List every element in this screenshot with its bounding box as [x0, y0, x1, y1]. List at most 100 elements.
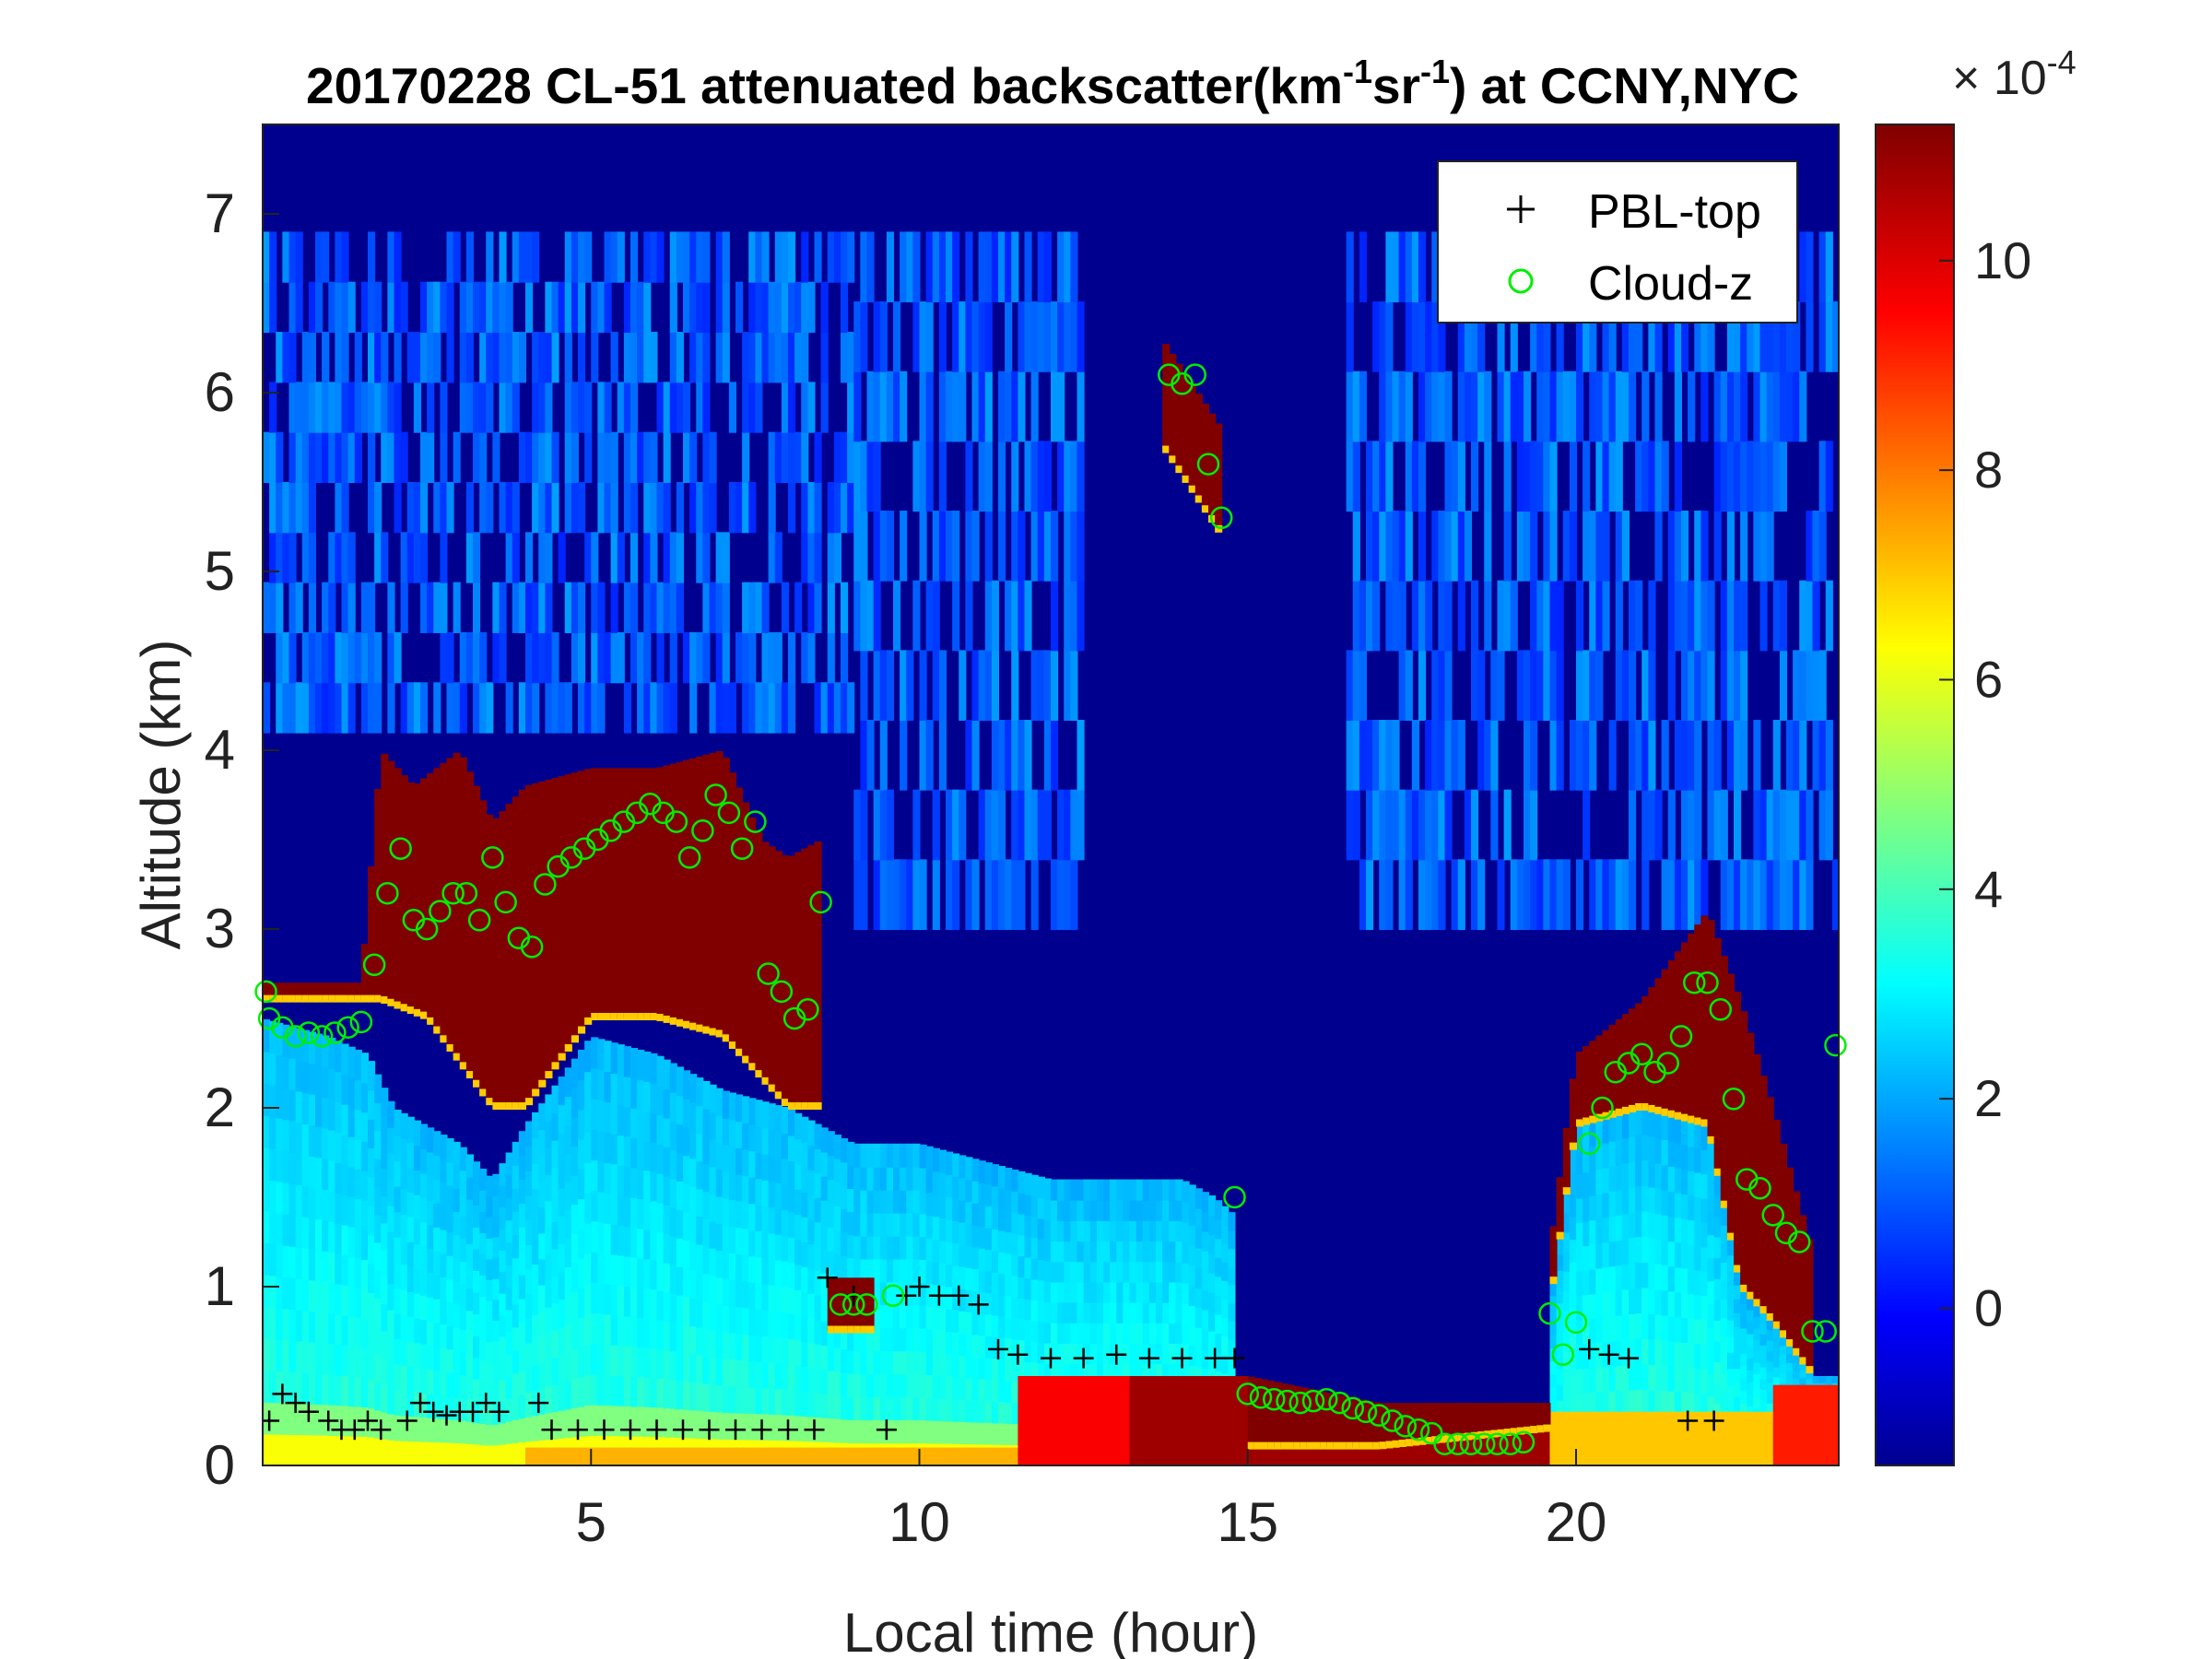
x-tick-label: 5 [576, 1491, 606, 1553]
heatmap-cell [564, 1323, 572, 1353]
heatmap-cell [932, 1306, 940, 1331]
heatmap-cell [1759, 859, 1768, 930]
heatmap-cell [1608, 301, 1617, 372]
evening-cloud-cell [1674, 951, 1682, 1118]
heatmap-cell [1654, 1313, 1663, 1341]
heatmap-cell [715, 1303, 724, 1332]
heatmap-cell [1674, 371, 1682, 442]
cloud-z-point [284, 1025, 307, 1048]
heatmap-cell [1070, 231, 1078, 303]
heatmap-cell [545, 482, 553, 534]
pbl-top-point [725, 1419, 746, 1441]
heatmap-cell [433, 281, 441, 334]
heatmap-cell [413, 482, 421, 534]
heatmap-cell [1057, 789, 1065, 861]
heatmap-cell [387, 431, 395, 483]
heatmap-cell [578, 1257, 586, 1288]
morning-cloud-cell [282, 982, 290, 1001]
heatmap-cell [433, 1155, 441, 1181]
heatmap-cell [820, 1369, 829, 1394]
heatmap-cell [1602, 859, 1610, 930]
heatmap-cell [1392, 231, 1400, 303]
heatmap-cell [1734, 859, 1742, 930]
heatmap-cell [354, 1287, 362, 1318]
heatmap-cell [1667, 511, 1676, 582]
heatmap-cell [938, 1375, 947, 1399]
heatmap-cell [1077, 1363, 1085, 1385]
heatmap-cell [1700, 1270, 1709, 1297]
heatmap-cell [1674, 1391, 1682, 1418]
heatmap-cell [276, 1371, 284, 1404]
heatmap-cell [558, 1215, 566, 1244]
heatmap-cell [1635, 441, 1643, 512]
heatmap-cell [669, 582, 677, 633]
heatmap-cell [295, 1340, 303, 1373]
cloud-z-point [1578, 1132, 1601, 1156]
heatmap-cell [788, 332, 796, 383]
heatmap-cell [696, 1077, 704, 1107]
heatmap-cell [1608, 1115, 1617, 1142]
heatmap-cell [873, 1373, 881, 1398]
heatmap-cell [886, 1396, 894, 1421]
heatmap-cell [1734, 1340, 1742, 1356]
heatmap-cell [1005, 1274, 1013, 1297]
pbl-top-point [1224, 1347, 1245, 1369]
pbl-top-point [358, 1410, 378, 1431]
heatmap-cell [486, 1196, 494, 1218]
heatmap-cell [479, 1443, 488, 1465]
heatmap-cell [1536, 1418, 1545, 1465]
heatmap-cell [406, 1116, 415, 1143]
heatmap-cell [814, 231, 822, 283]
heatmap-cell [459, 281, 467, 334]
heatmap-cell [597, 1373, 606, 1406]
heatmap-cell [1457, 371, 1465, 442]
heatmap-cell [512, 332, 520, 383]
heatmap-cell [1484, 371, 1492, 442]
morning-cloud-cell [788, 855, 796, 1108]
heatmap-cell [558, 281, 566, 334]
heatmap-cell [1707, 1326, 1715, 1351]
heatmap-cell [551, 1275, 559, 1304]
heatmap-cell [1825, 441, 1833, 512]
heatmap-cell [814, 1447, 822, 1465]
heatmap-cell [650, 1171, 658, 1202]
heatmap-cell [505, 1376, 513, 1400]
heatmap-cell [465, 1220, 474, 1244]
cloud-z-point [1381, 1409, 1404, 1432]
heatmap-cell [820, 1417, 829, 1442]
heatmap-cell [347, 1346, 356, 1377]
heatmap-cell [715, 1447, 724, 1465]
x-tick-label: 20 [1546, 1491, 1607, 1553]
evening-cloud-cell-edge [1569, 1142, 1577, 1150]
heatmap-cell [288, 1057, 297, 1090]
heatmap-cell [742, 332, 750, 383]
heatmap-cell [1759, 301, 1768, 372]
heatmap-cell [853, 301, 862, 372]
heatmap-cell [984, 1249, 993, 1272]
heatmap-cell [322, 1127, 330, 1159]
heatmap-cell [1116, 1363, 1124, 1385]
heatmap-cell [774, 1233, 782, 1261]
heatmap-cell [433, 482, 441, 534]
heatmap-cell [1667, 859, 1676, 930]
heatmap-cell [486, 281, 494, 334]
heatmap-cell [1162, 1301, 1171, 1324]
heatmap-cell [465, 482, 474, 534]
heatmap-cell [322, 1312, 330, 1344]
evening-cloud-cell [1799, 1215, 1807, 1363]
heatmap-cell [479, 682, 488, 734]
cloud-z-point [336, 1016, 359, 1039]
heatmap-cell [1753, 859, 1761, 930]
heatmap-cell [1562, 1329, 1571, 1350]
heatmap-cell [768, 281, 776, 334]
heatmap-cell [893, 1212, 901, 1237]
heatmap-cell [1438, 301, 1446, 372]
heatmap-cell [886, 371, 894, 442]
heatmap-cell [1681, 1169, 1689, 1195]
heatmap-cell [623, 1106, 631, 1137]
heatmap-cell [1602, 1316, 1610, 1343]
heatmap-cell [465, 1332, 474, 1356]
heatmap-cell [564, 1096, 572, 1126]
cloud-z-point [1223, 1185, 1246, 1209]
